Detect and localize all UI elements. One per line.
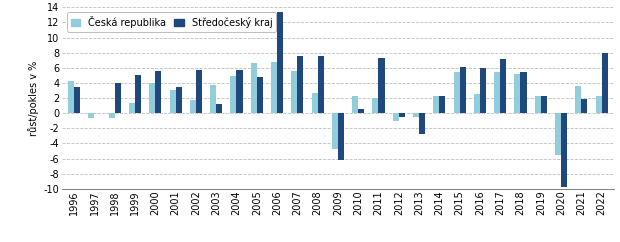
Bar	[534, 96, 541, 113]
Bar	[515, 74, 520, 113]
Bar	[156, 71, 161, 113]
Bar	[373, 98, 378, 113]
Bar	[277, 12, 283, 113]
Bar	[129, 103, 135, 113]
Bar	[494, 72, 500, 113]
Bar	[601, 53, 608, 113]
Bar	[561, 113, 567, 187]
Bar	[399, 113, 405, 117]
Bar	[257, 77, 263, 113]
Bar	[582, 99, 587, 113]
Bar	[413, 113, 419, 117]
Bar	[555, 113, 561, 155]
Bar	[271, 62, 277, 113]
Bar	[149, 83, 156, 113]
Bar	[169, 91, 175, 113]
Bar	[520, 72, 526, 113]
Bar	[480, 68, 486, 113]
Bar	[392, 113, 399, 121]
Bar	[575, 86, 582, 113]
Bar	[190, 100, 196, 113]
Bar	[311, 93, 317, 113]
Bar	[115, 83, 121, 113]
Y-axis label: růst/pokles v %: růst/pokles v %	[29, 60, 39, 136]
Bar	[210, 85, 216, 113]
Bar	[474, 94, 480, 113]
Bar	[250, 63, 257, 113]
Bar	[500, 59, 507, 113]
Bar	[378, 58, 384, 113]
Legend: Česká republika, Středočeský kraj: Česká republika, Středočeský kraj	[67, 12, 276, 32]
Bar	[338, 113, 344, 160]
Bar	[541, 97, 547, 113]
Bar	[433, 96, 440, 113]
Bar	[89, 113, 94, 118]
Bar	[216, 104, 222, 113]
Bar	[236, 70, 242, 113]
Bar	[196, 70, 202, 113]
Bar	[454, 72, 459, 113]
Bar	[440, 97, 445, 113]
Bar	[419, 113, 425, 134]
Bar	[459, 67, 466, 113]
Bar	[596, 96, 601, 113]
Bar	[332, 113, 338, 149]
Bar	[317, 56, 324, 113]
Bar	[298, 56, 303, 113]
Bar	[74, 87, 80, 113]
Bar	[68, 81, 74, 113]
Bar	[291, 71, 298, 113]
Bar	[352, 96, 358, 113]
Bar	[358, 109, 365, 113]
Bar	[135, 75, 141, 113]
Bar	[175, 87, 182, 113]
Bar	[108, 113, 115, 118]
Bar	[231, 76, 236, 113]
